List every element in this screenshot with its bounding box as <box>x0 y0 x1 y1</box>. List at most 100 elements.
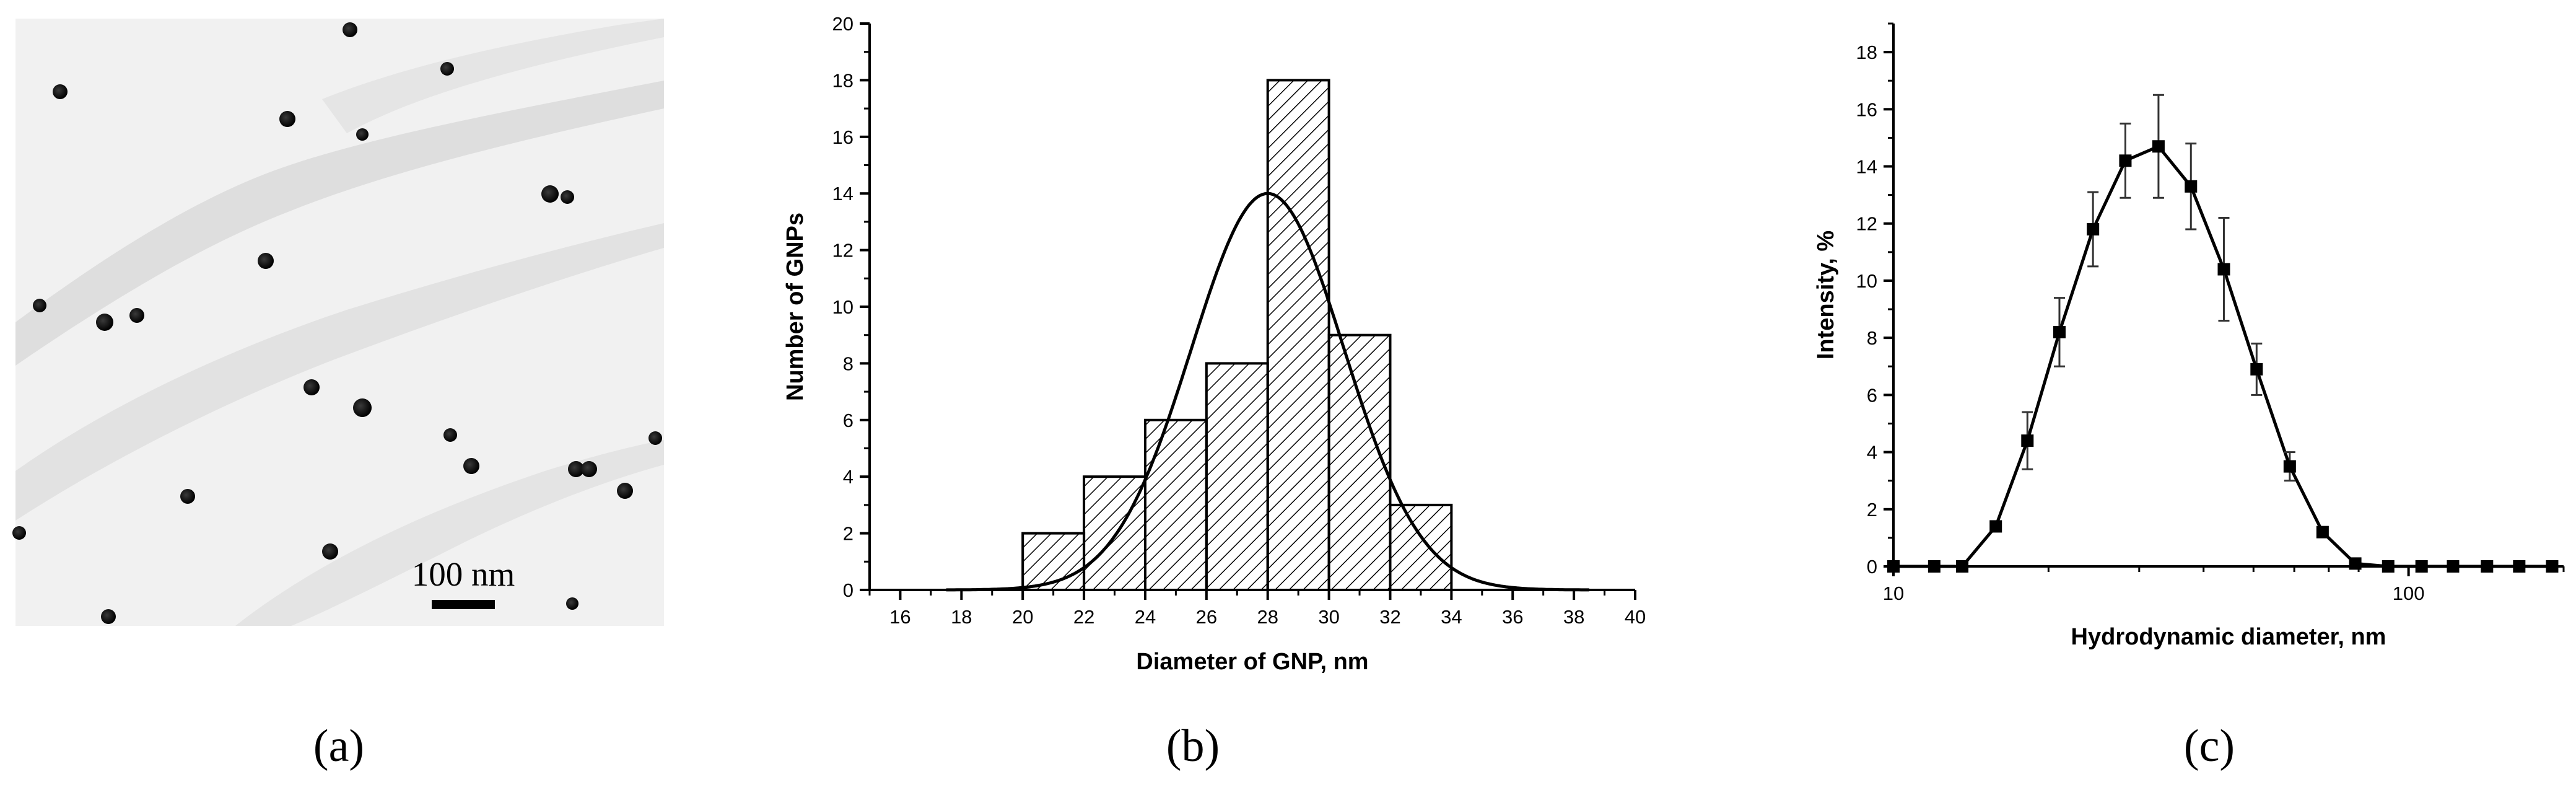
x-tick-label: 18 <box>951 606 972 628</box>
panel-label-b: (b) <box>1166 721 1220 772</box>
error-bars <box>2022 94 2295 482</box>
nanoparticle <box>96 314 113 331</box>
y-tick-label: 2 <box>843 523 854 545</box>
gaussian-fit-curve <box>946 191 1589 592</box>
nanoparticle <box>353 398 372 417</box>
y-tick-label: 8 <box>1867 327 1877 349</box>
data-point <box>2152 140 2165 153</box>
x-tick-label: 28 <box>1257 606 1278 628</box>
nanoparticle <box>440 62 454 76</box>
data-point <box>2119 154 2132 167</box>
histogram-bar <box>1389 503 1453 592</box>
x-tick-label: 40 <box>1625 606 1646 628</box>
dls-axes <box>1884 22 2565 576</box>
y-tick-label: 10 <box>1856 270 1877 292</box>
membrane-fold <box>322 19 664 133</box>
nanoparticle <box>541 185 559 203</box>
nanoparticle <box>561 190 574 204</box>
x-tick-label: 30 <box>1318 606 1339 628</box>
data-point <box>2021 434 2034 447</box>
panel-label-a: (a) <box>313 721 364 772</box>
y-tick-label: 2 <box>1867 499 1877 521</box>
x-tick-label: 10 <box>1883 583 1904 604</box>
y-tick-label: 12 <box>832 240 854 262</box>
y-tick-label: 4 <box>843 466 854 488</box>
nanoparticle <box>568 461 584 477</box>
nanoparticle <box>303 379 320 395</box>
x-tick-label: 20 <box>1012 606 1033 628</box>
nanoparticle <box>581 461 597 477</box>
x-tick-label: 100 <box>2393 583 2425 604</box>
y-tick-label: 10 <box>832 296 854 318</box>
histogram-bar <box>1266 79 1330 591</box>
dls-distribution-chart: 10 100 0 2 4 6 8 10 12 14 16 18 Hydrodynamic diame… <box>1813 22 2565 650</box>
x-axis-label: Hydrodynamic diameter, nm <box>2071 624 2386 650</box>
y-tick-label: 12 <box>1856 213 1877 235</box>
scale-bar <box>432 600 495 609</box>
x-tick-label: 38 <box>1563 606 1584 628</box>
scale-bar-label: 100 nm <box>412 555 515 593</box>
nanoparticle <box>463 458 479 474</box>
histogram-bar <box>1143 418 1208 591</box>
nanoparticle <box>12 526 26 540</box>
x-tick-labels: 10 100 <box>1883 583 2425 604</box>
data-point <box>2250 363 2263 376</box>
x-tick-labels: 16 18 20 22 24 26 28 30 32 34 36 38 40 <box>889 606 1646 628</box>
y-axis-label: Number of GNPs <box>782 213 808 401</box>
data-point <box>2283 460 2296 473</box>
x-axis-label: Diameter of GNP, nm <box>1136 649 1368 675</box>
data-point <box>1989 520 2002 533</box>
nanoparticle <box>356 128 369 141</box>
y-tick-label: 18 <box>1856 42 1877 63</box>
data-point <box>2185 180 2198 193</box>
tem-micrograph: 100 nm <box>12 19 664 626</box>
membrane-fold <box>235 440 664 626</box>
nanoparticle <box>648 431 662 445</box>
nanoparticle <box>53 84 68 99</box>
nanoparticle <box>343 22 357 37</box>
y-tick-labels: 0 2 4 6 8 10 12 14 16 18 <box>1856 42 1877 578</box>
data-points <box>1887 140 2559 573</box>
y-tick-label: 16 <box>832 126 854 148</box>
nanoparticle <box>443 428 457 442</box>
intensity-line <box>1893 144 2552 568</box>
x-tick-label: 36 <box>1502 606 1523 628</box>
histogram-bars <box>1021 79 1453 592</box>
membrane-fold <box>15 223 664 521</box>
nanoparticle <box>279 111 295 127</box>
data-point <box>2053 325 2066 338</box>
y-tick-label: 8 <box>843 353 854 374</box>
histogram-bar <box>1083 475 1146 592</box>
data-point <box>2349 557 2362 570</box>
histogram-bar <box>1327 333 1392 591</box>
y-tick-labels: 0 2 4 6 8 10 12 14 16 18 20 <box>832 13 854 601</box>
x-tick-label: 26 <box>1196 606 1217 628</box>
data-point <box>2316 525 2329 539</box>
nanoparticle <box>129 308 144 323</box>
nanoparticle <box>258 253 274 269</box>
panel-label-c: (c) <box>2184 721 2235 772</box>
data-point <box>2217 263 2230 276</box>
x-tick-label: 32 <box>1379 606 1400 628</box>
x-tick-label: 24 <box>1135 606 1156 628</box>
histogram-bar <box>1205 362 1269 592</box>
y-tick-label: 0 <box>1867 556 1877 578</box>
y-tick-label: 14 <box>832 183 854 204</box>
nanoparticle <box>101 609 116 624</box>
nanoparticle <box>180 489 195 504</box>
y-tick-label: 14 <box>1856 156 1877 178</box>
y-tick-label: 4 <box>1867 442 1877 464</box>
y-axis-label: Intensity, % <box>1813 231 1839 359</box>
y-tick-label: 18 <box>832 69 854 91</box>
x-tick-label: 34 <box>1441 606 1462 628</box>
membrane-fold <box>15 81 664 366</box>
y-tick-label: 6 <box>843 410 854 431</box>
size-histogram: 16 18 20 22 24 26 28 30 32 34 36 38 40 0246810121416… <box>782 13 1646 675</box>
y-tick-label: 0 <box>843 579 854 601</box>
x-tick-label: 16 <box>889 606 910 628</box>
nanoparticle <box>322 543 338 560</box>
nanoparticle <box>33 299 46 312</box>
nanoparticle <box>566 597 579 610</box>
y-tick-label: 6 <box>1867 384 1877 406</box>
